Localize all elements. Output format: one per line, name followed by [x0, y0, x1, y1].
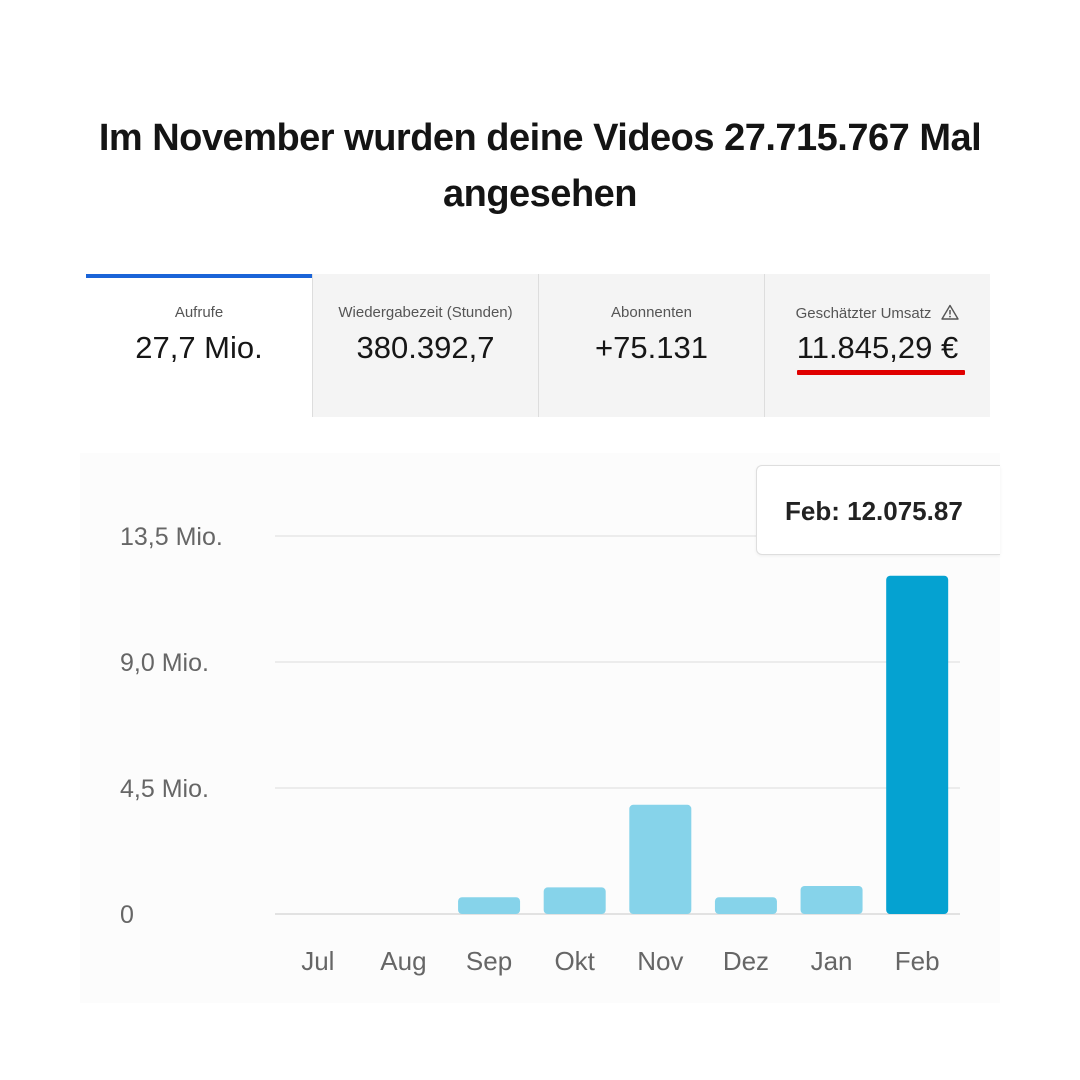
highlight-underline: [797, 370, 965, 375]
x-tick-label: Feb: [895, 946, 940, 976]
bar: [458, 897, 521, 914]
bar: [714, 897, 777, 914]
bar: [543, 887, 606, 914]
y-tick-label: 13,5 Mio.: [120, 523, 223, 551]
bar: [800, 886, 863, 914]
x-tick-label: Jan: [811, 946, 853, 976]
x-tick-label: Sep: [466, 946, 512, 976]
page-title: Im November wurden deine Videos 27.715.7…: [98, 117, 982, 215]
y-tick-label: 4,5 Mio.: [120, 775, 209, 803]
views-bar-chart: 0 4,5 Mio. 9,0 Mio. 13,5 Mio. Jul Aug Sep Okt No…: [120, 523, 960, 976]
y-tick-label: 9,0 Mio.: [120, 649, 209, 677]
tooltip-text: Feb: 12.075.87: [785, 496, 963, 526]
metric-value-aufrufe: 27,7 Mio.: [135, 330, 263, 365]
tab-wiedergabezeit[interactable]: Wiedergabezeit (Stunden) 380.392,7: [312, 274, 538, 417]
x-tick-label: Jul: [301, 946, 334, 976]
bar: [886, 575, 949, 914]
x-tick-label: Aug: [380, 946, 426, 976]
y-tick-label: 0: [120, 901, 134, 929]
metric-value-wiedergabezeit: 380.392,7: [356, 330, 495, 365]
metric-label-aufrufe: Aufrufe: [174, 304, 224, 321]
tab-abonnenten[interactable]: Abonnenten +75.131: [538, 274, 764, 417]
chart-tooltip: Feb: 12.075.87: [756, 465, 1000, 555]
metric-value-abonnenten: +75.131: [595, 330, 708, 365]
warning-icon[interactable]: [941, 304, 960, 324]
tab-umsatz[interactable]: Geschätzter Umsatz 11.845,29 €: [764, 274, 990, 417]
metric-label-wiedergabezeit: Wiedergabezeit (Stunden): [338, 304, 513, 321]
x-tick-label: Nov: [637, 946, 683, 976]
bar: [629, 804, 692, 914]
tab-aufrufe[interactable]: Aufrufe 27,7 Mio.: [86, 274, 312, 417]
metric-value-umsatz: 11.845,29 €: [796, 330, 959, 365]
x-tick-label: Okt: [554, 946, 595, 976]
metric-tabs: Aufrufe 27,7 Mio. Wiedergabezeit (Stunde…: [86, 274, 992, 417]
x-tick-label: Dez: [723, 946, 769, 976]
metric-label-abonnenten: Abonnenten: [611, 304, 692, 321]
metric-label-umsatz: Geschätzter Umsatz: [795, 305, 932, 322]
metric-label-umsatz-row: Geschätzter Umsatz: [765, 304, 990, 324]
